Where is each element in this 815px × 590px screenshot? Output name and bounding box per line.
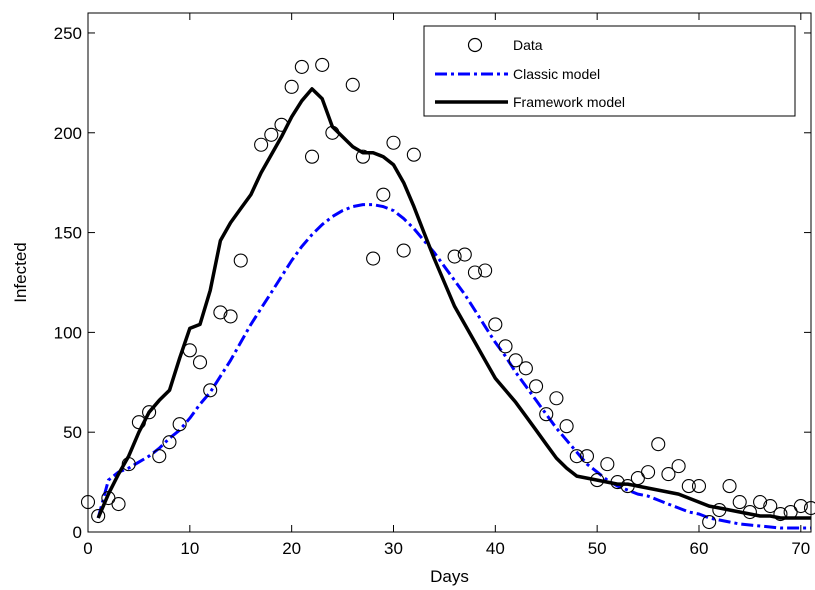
data-point	[712, 502, 727, 518]
y-tick-label: 250	[54, 24, 82, 43]
data-point	[172, 417, 187, 432]
data-point	[254, 137, 269, 152]
data-point	[590, 473, 605, 488]
series-line-classic-model	[96, 203, 811, 530]
data-point	[131, 415, 146, 430]
data-point	[284, 79, 299, 94]
data-point	[508, 353, 523, 368]
data-point	[661, 467, 676, 482]
data-point	[294, 59, 309, 74]
legend-label-classic-model: Classic model	[513, 66, 600, 82]
y-tick-label: 0	[73, 523, 82, 542]
legend-marker-data	[467, 37, 483, 53]
data-point	[691, 479, 707, 494]
x-tick-label: 70	[791, 539, 810, 558]
data-point	[304, 149, 320, 164]
data-point	[162, 435, 177, 450]
data-point	[447, 249, 462, 264]
data-point	[641, 465, 656, 480]
data-point	[488, 317, 503, 332]
data-point	[793, 498, 808, 514]
data-point	[671, 459, 686, 474]
data-point	[325, 125, 340, 140]
y-axis-label: Infected	[11, 242, 30, 303]
data-point	[702, 514, 717, 530]
data-point	[111, 497, 126, 512]
data-point	[569, 449, 584, 464]
data-point	[518, 361, 533, 376]
x-tick-label: 20	[282, 539, 301, 558]
data-point	[396, 243, 411, 258]
y-tick-label: 150	[54, 224, 82, 243]
data-point	[539, 407, 554, 422]
data-point	[182, 343, 197, 358]
data-point	[742, 504, 757, 520]
data-point	[549, 391, 564, 406]
data-point	[386, 135, 401, 150]
y-tick-label: 50	[63, 423, 82, 442]
data-point	[681, 479, 696, 494]
data-point	[600, 457, 615, 472]
data-point	[529, 379, 544, 394]
data-point	[610, 475, 625, 490]
y-tick-label: 100	[54, 323, 82, 342]
data-point	[315, 57, 330, 72]
data-point	[651, 437, 666, 452]
data-point	[192, 355, 208, 370]
data-point	[91, 508, 106, 524]
data-point	[732, 495, 747, 510]
x-axis-label: Days	[430, 567, 469, 586]
data-point	[142, 405, 157, 420]
x-tick-label: 0	[83, 539, 92, 558]
data-point	[366, 251, 381, 266]
data-point	[753, 495, 768, 510]
data-point	[559, 419, 574, 434]
data-point	[467, 265, 483, 280]
plot-area-frame	[87, 12, 812, 533]
data-point	[498, 339, 513, 354]
legend: Data Classic model Framework model	[423, 25, 796, 117]
legend-label-data: Data	[513, 37, 543, 53]
x-tick-label: 40	[486, 539, 505, 558]
data-point	[478, 263, 493, 278]
data-point	[345, 77, 360, 92]
data-point	[457, 247, 472, 262]
data-point	[274, 117, 289, 132]
x-tick-label: 50	[588, 539, 607, 558]
data-point	[223, 309, 238, 324]
legend-label-framework-model: Framework model	[513, 94, 625, 110]
data-point	[579, 449, 595, 464]
y-tick-label: 200	[54, 124, 82, 143]
x-tick-label: 10	[180, 539, 199, 558]
data-point	[376, 187, 391, 202]
data-point	[233, 253, 248, 268]
data-point	[620, 479, 635, 494]
data-point	[152, 449, 167, 464]
data-point	[763, 498, 778, 514]
series-layer	[80, 57, 815, 530]
data-point	[203, 383, 218, 398]
data-point	[406, 147, 421, 162]
x-tick-label: 60	[690, 539, 709, 558]
x-tick-label: 30	[384, 539, 403, 558]
data-point	[773, 506, 788, 522]
data-point	[355, 149, 370, 164]
data-point	[213, 305, 228, 320]
data-point	[722, 479, 737, 494]
series-line-framework-model	[96, 87, 811, 520]
data-point	[264, 127, 279, 142]
axis-ticks: 0 10 20 30 40 50 60 70 0 50 100 150 200 250	[54, 13, 811, 558]
data-point	[121, 457, 136, 472]
